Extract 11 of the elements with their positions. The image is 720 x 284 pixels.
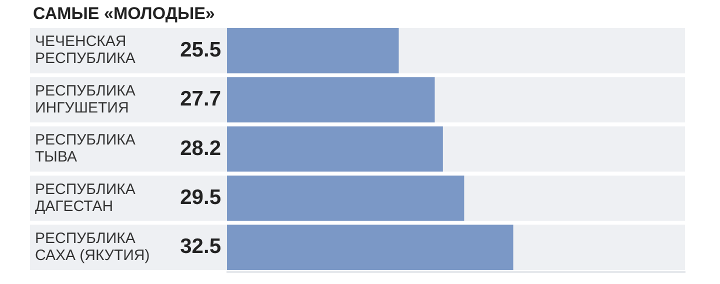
chart-title: САМЫЕ «МОЛОДЫЕ» — [33, 4, 215, 24]
y-tick-label: РЕСПУБЛИКА ТЫВА — [35, 132, 136, 166]
y-tick-label: РЕСПУБЛИКА ИНГУШЕТИЯ — [35, 82, 136, 116]
y-tick-label: РЕСПУБЛИКА САХА (ЯКУТИЯ) — [35, 230, 150, 264]
data-label: 28.2 — [180, 136, 221, 160]
data-label: 32.5 — [180, 235, 222, 258]
data-label: 27.7 — [180, 88, 221, 111]
y-tick-label: РЕСПУБЛИКА ДАГЕСТАН — [35, 180, 136, 215]
data-label: 25.5 — [180, 38, 222, 62]
data-label: 29.5 — [180, 186, 222, 209]
y-tick-label: ЧЕЧЕНСКАЯ РЕСПУБЛИКА — [35, 33, 136, 68]
